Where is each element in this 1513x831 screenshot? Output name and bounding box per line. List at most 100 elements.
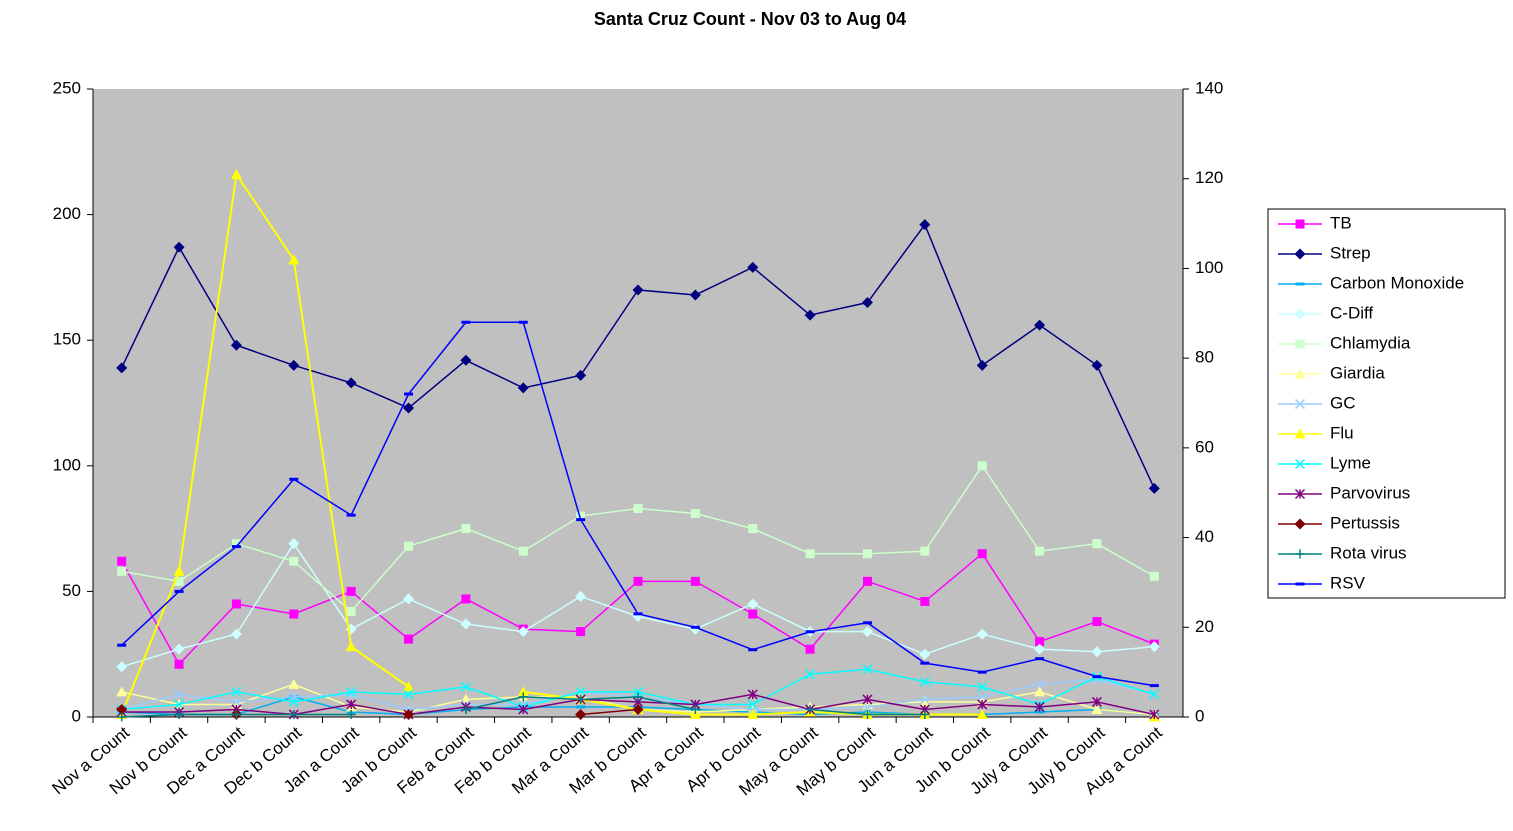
marker [633,576,643,586]
y-tick-label: 50 [62,581,81,600]
marker [461,524,471,534]
y2-tick-label: 40 [1195,527,1214,546]
marker [1035,637,1045,647]
marker [748,524,758,534]
marker [747,699,758,710]
marker [748,609,758,619]
marker [116,661,128,673]
marker [976,359,988,371]
marker [1148,641,1160,653]
marker [977,461,987,471]
marker [518,546,528,556]
marker [230,339,242,351]
marker [805,669,816,680]
marker [173,241,185,253]
plot-area [93,89,1183,717]
legend-label: GC [1330,393,1356,412]
marker [575,708,587,720]
legend-label: Carbon Monoxide [1330,273,1464,292]
marker [689,708,701,719]
marker [231,599,241,609]
marker [116,703,128,715]
y2-tick-label: 100 [1195,258,1223,277]
marker [576,511,586,521]
marker [976,708,988,719]
marker [862,576,872,586]
marker [1091,646,1103,658]
marker [1092,617,1102,627]
legend-label: Parvovirus [1330,483,1410,502]
legend-label: Strep [1330,243,1371,262]
marker [117,556,127,566]
marker [920,546,930,556]
marker [575,369,587,381]
marker [689,289,701,301]
legend-label: Rota virus [1330,543,1407,562]
marker [576,694,586,704]
marker [862,701,873,712]
chart-title: Santa Cruz Count - Nov 03 to Aug 04 [594,9,906,29]
marker [861,297,873,309]
legend-label: Lyme [1330,453,1371,472]
marker [403,681,415,692]
marker [289,556,299,566]
marker [1294,308,1306,320]
marker [346,709,356,719]
marker [747,598,759,610]
y2-tick-label: 0 [1195,706,1204,725]
marker [403,708,415,720]
marker [1034,679,1045,690]
marker [345,641,357,652]
marker [919,676,930,687]
marker [403,689,414,700]
y-tick-label: 200 [53,204,81,223]
marker [517,626,529,638]
marker [1294,398,1306,410]
marker [517,382,529,394]
marker [861,626,873,638]
marker [633,692,643,702]
marker [919,694,930,705]
marker [1091,703,1103,714]
marker [288,254,300,265]
marker [862,664,873,675]
marker [230,168,242,179]
marker [230,628,242,640]
marker [231,539,241,549]
marker [977,549,987,559]
marker [174,709,184,719]
y-tick-label: 150 [53,330,81,349]
marker [919,648,931,660]
marker [231,696,242,707]
marker [804,309,816,321]
marker [1148,482,1160,494]
marker [117,566,127,576]
marker [690,704,700,714]
y-tick-label: 0 [72,706,81,725]
marker [1092,539,1102,549]
marker [518,692,528,702]
marker [460,618,472,630]
marker [633,504,643,514]
marker [1034,701,1045,712]
marker [461,704,471,714]
marker [117,712,127,722]
marker [1149,689,1160,700]
marker [747,708,759,719]
marker [920,709,930,719]
marker [346,686,357,697]
legend-label: C-Diff [1330,303,1373,322]
marker [173,643,185,655]
marker [231,686,242,697]
y-tick-label: 100 [53,455,81,474]
marker [174,659,184,669]
marker [1091,696,1102,707]
legend-label: TB [1330,213,1352,232]
legend-label: Flu [1330,423,1354,442]
marker [575,686,586,697]
marker [174,689,185,700]
y2-tick-label: 120 [1195,168,1223,187]
marker [632,703,644,715]
marker [404,541,414,551]
marker [517,686,529,697]
